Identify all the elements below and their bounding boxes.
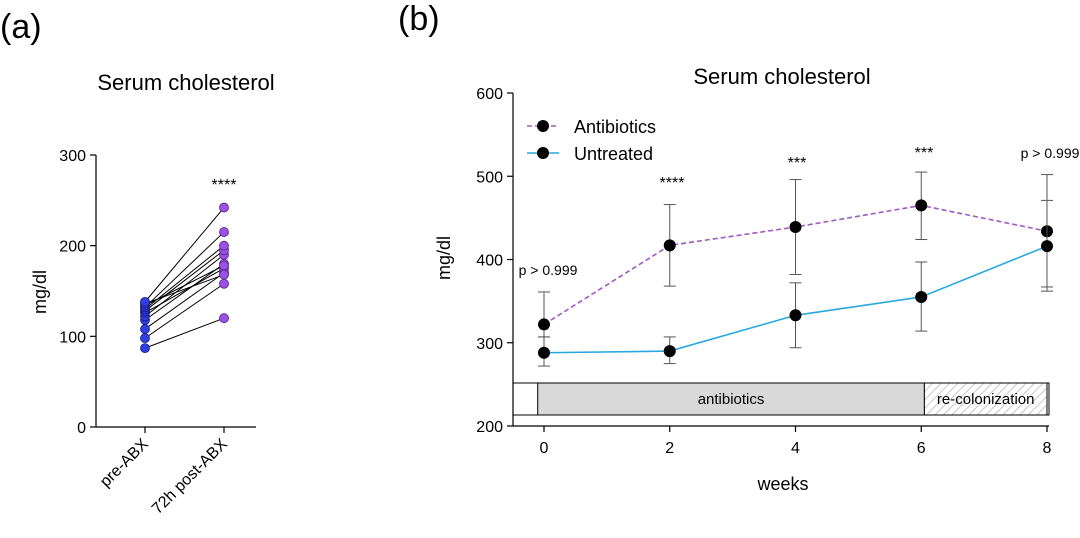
x-tick-label: 2: [665, 440, 674, 457]
panel-b-label: (b): [398, 0, 440, 38]
y-tick-label: 0: [77, 420, 86, 437]
pair-line: [144, 249, 225, 312]
panel-a-marks: [140, 202, 229, 354]
y-tick-label: 500: [476, 169, 503, 186]
band-label: re-colonization: [937, 391, 1035, 408]
y-tick-label: 600: [476, 86, 503, 103]
panel-b-ylabel: mg/dl: [434, 236, 454, 280]
point-antibiotics: [538, 318, 550, 331]
panel-a-ylabel: mg/dl: [30, 270, 50, 314]
point-untreated: [915, 290, 928, 303]
point-post-abx: [219, 269, 229, 280]
y-tick-label: 300: [476, 336, 503, 353]
panel-b-annotations: p > 0.999********** p > 0.999: [519, 145, 1080, 278]
pair-line: [144, 317, 225, 349]
x-tick-label: 72h post-ABX: [149, 436, 231, 518]
pair-line: [144, 263, 225, 321]
panel-b-marks: [538, 171, 1053, 367]
point-untreated: [789, 309, 802, 322]
point-pre-abx: [140, 324, 150, 334]
significance-label: p > 0.999: [1021, 145, 1080, 161]
panel-a: (a) Serum cholesterol mg/dl 0 100 200 300 p…: [0, 8, 275, 518]
legend-label-antibiotics: Antibiotics: [574, 117, 656, 137]
point-untreated: [663, 345, 676, 358]
panel-b-xlabel: weeks: [756, 474, 808, 494]
pair-line: [144, 267, 225, 314]
legend-marker-antibiotics: [537, 120, 549, 132]
legend-label-untreated: Untreated: [574, 144, 653, 164]
panel-b-axes: [512, 93, 1049, 427]
x-tick-label: 0: [540, 440, 549, 457]
pair-line: [144, 231, 225, 308]
point-post-abx: [219, 240, 229, 251]
y-tick-label: 200: [59, 239, 86, 256]
point-untreated: [1041, 240, 1053, 253]
significance-label: ***: [788, 155, 807, 172]
legend-marker-untreated: [537, 147, 549, 159]
significance-label: p > 0.999: [519, 262, 578, 278]
band-re-colonization: [923, 382, 1048, 416]
point-untreated: [538, 346, 550, 359]
panel-a-yticks: 0 100 200 300: [59, 148, 96, 437]
significance-label: ****: [660, 175, 685, 192]
pair-line: [144, 283, 225, 339]
panel-a-label: (a): [0, 8, 42, 46]
pair-line: [144, 207, 225, 303]
x-tick-label: 4: [791, 440, 800, 457]
y-tick-label: 300: [59, 148, 86, 165]
point-post-abx: [219, 278, 229, 289]
y-tick-label: 100: [59, 329, 86, 346]
point-post-abx: [219, 202, 229, 213]
point-pre-abx: [140, 296, 150, 307]
point-pre-abx: [140, 333, 150, 344]
x-tick-label: 6: [917, 440, 926, 457]
band-label: antibiotics: [698, 391, 765, 408]
panel-a-significance: ****: [212, 177, 237, 194]
panel-b-ticks: 200 300 400 500 600 0 2 4 6 8: [476, 86, 1051, 457]
panel-b-bands: antibiotics re-colonization: [512, 382, 1050, 416]
point-post-abx: [219, 313, 229, 324]
panel-a-title: Serum cholesterol: [97, 70, 274, 95]
y-tick-label: 200: [476, 419, 503, 436]
point-antibiotics: [915, 199, 928, 212]
pair-line: [144, 274, 225, 305]
point-pre-abx: [140, 343, 150, 354]
point-antibiotics: [663, 239, 676, 252]
point-antibiotics: [789, 221, 802, 234]
panel-b-legend: Antibiotics Untreated: [527, 117, 656, 164]
panel-b-title: Serum cholesterol: [693, 64, 870, 89]
point-post-abx: [219, 227, 229, 237]
x-tick-label: pre-ABX: [97, 436, 152, 491]
y-tick-label: 400: [476, 253, 503, 270]
significance-label: ***: [915, 145, 934, 162]
panel-a-axes: [95, 155, 256, 428]
band-antibiotics: [537, 382, 925, 416]
x-tick-label: 8: [1043, 440, 1052, 457]
panel-b: (b) Serum cholesterol mg/dl weeks antibi…: [398, 0, 1080, 494]
point-post-abx: [219, 260, 229, 271]
pair-line: [144, 272, 225, 330]
